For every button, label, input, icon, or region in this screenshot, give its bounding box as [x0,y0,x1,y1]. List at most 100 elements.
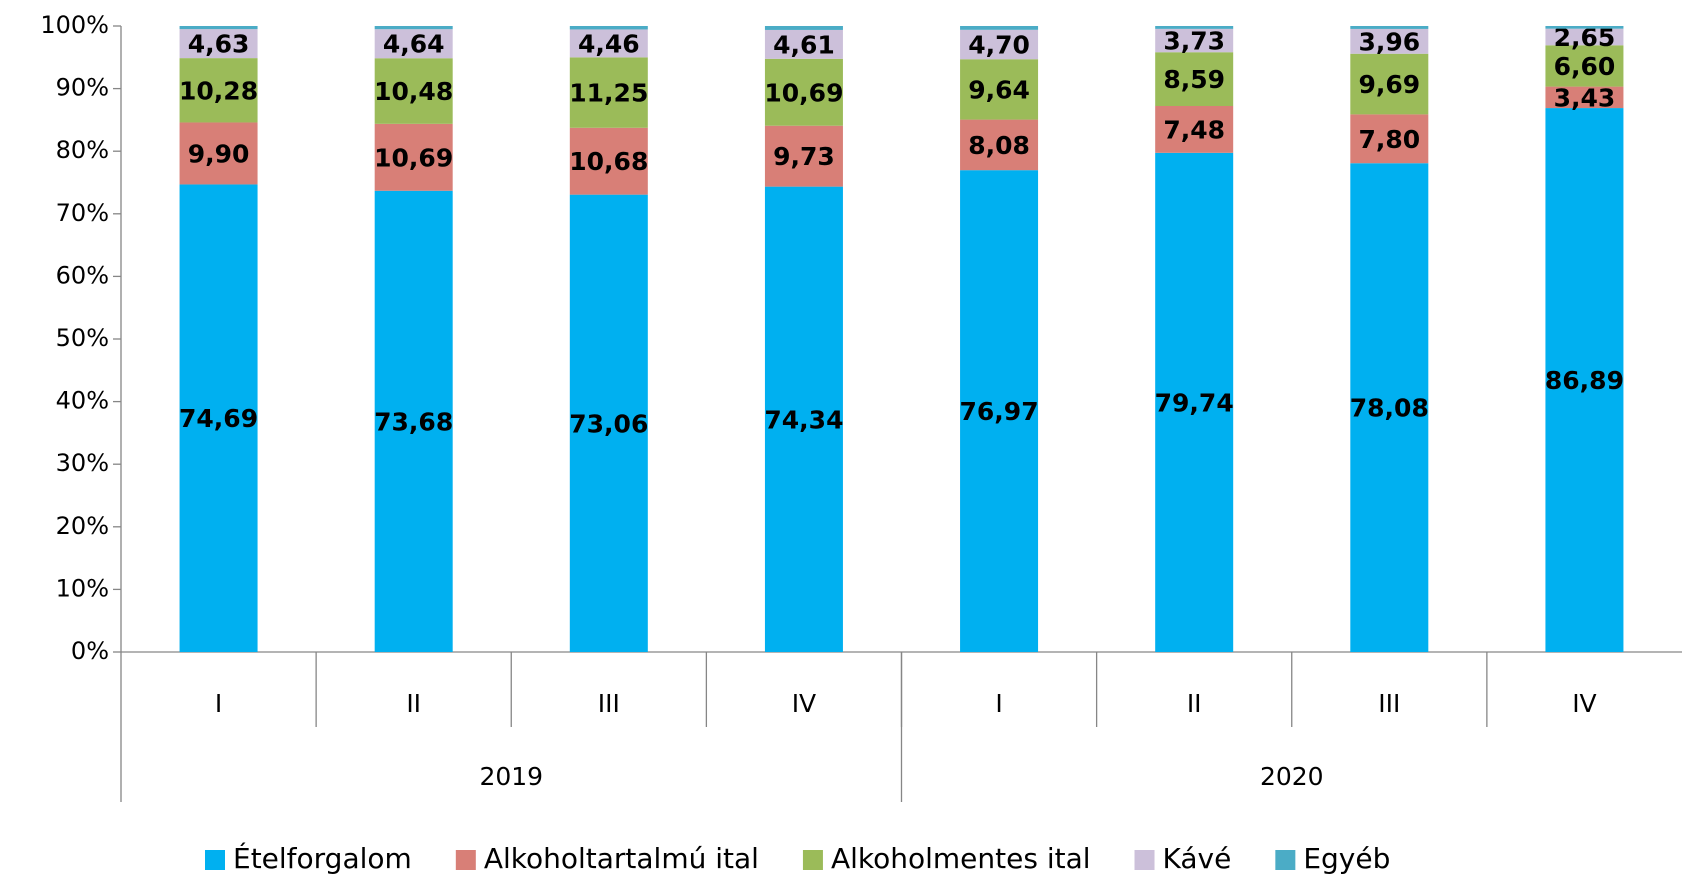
bar-segment [1545,86,1624,109]
data-label: 73,06 [569,409,648,438]
data-label: 8,08 [968,131,1030,160]
y-tick-label: 0% [71,637,109,665]
data-label: 11,25 [569,79,648,108]
bar-segment [374,29,453,59]
data-label: 3,73 [1163,27,1225,56]
bar-segment [179,58,258,123]
legend-label: Egyéb [1303,842,1390,875]
bar-segment [960,29,1039,60]
bar-segment [179,122,258,185]
x-tick-label: IV [1572,689,1596,718]
bar-segment [1350,28,1429,54]
legend-swatch [1275,850,1296,870]
bar-segment [764,26,843,30]
data-label: 4,46 [578,29,640,58]
data-label: 10,48 [374,77,453,106]
bar-segment [179,26,258,30]
bar-segment [1155,52,1234,107]
bar-segment [764,186,843,653]
bar-segment [764,58,843,126]
data-label: 4,61 [773,30,835,59]
bar-segment [764,125,843,187]
y-tick-label: 80% [56,136,109,164]
x-tick-label: III [598,689,620,718]
data-label: 79,74 [1155,388,1234,417]
data-label: 74,34 [764,405,843,434]
bar-segment [1350,26,1429,29]
bar-segment [1545,26,1624,29]
data-label: 9,69 [1358,70,1420,99]
data-label: 9,73 [773,142,835,171]
group-label: 2020 [1260,762,1324,791]
x-tick-label: I [215,689,222,718]
bar-segment [1155,26,1234,29]
data-label: 10,69 [374,143,453,172]
data-label: 4,63 [188,30,250,59]
legend-label: Kávé [1163,842,1232,875]
legend-swatch [205,850,225,870]
data-label: 3,96 [1358,27,1420,56]
y-tick-label: 30% [56,449,109,477]
bar-segment [1155,28,1234,53]
data-label: 10,69 [764,78,843,107]
data-label: 9,90 [188,139,250,168]
legend-swatch [455,850,476,870]
y-tick-label: 40% [56,387,109,415]
group-label: 2019 [479,762,543,791]
bar-segment [1350,53,1429,115]
x-tick-label: II [406,689,421,718]
y-tick-label: 50% [56,324,109,352]
y-tick-label: 100% [40,11,109,39]
bar-segment [569,26,648,30]
data-label: 76,97 [960,397,1039,426]
bar-segment [569,127,648,195]
data-label: 8,59 [1163,65,1225,94]
data-label: 78,08 [1350,394,1429,423]
y-tick-label: 10% [56,574,109,602]
data-label: 73,68 [374,407,453,436]
data-label: 7,80 [1358,125,1420,154]
data-label: 86,89 [1545,366,1624,395]
bar-segment [960,119,1039,171]
bar-segment [569,29,648,58]
bar-segment [1155,106,1234,153]
bar-segment [374,58,453,124]
x-tick-label: IV [792,689,816,718]
bar-segment [1545,45,1624,87]
y-tick-label: 70% [56,199,109,227]
bar-segment [764,29,843,59]
bar-segment [374,190,453,653]
data-label: 10,68 [569,147,648,176]
y-tick-label: 20% [56,512,109,540]
legend-label: Ételforgalom [233,841,412,875]
data-label: 10,28 [179,76,258,105]
legend-label: Alkoholtartalmú ital [484,842,759,875]
bar-segment [1350,114,1429,164]
x-tick-label: I [995,689,1002,718]
bar-segment [1545,28,1624,46]
bar-segment [179,184,258,652]
bar-segment [569,194,648,652]
data-label: 4,70 [968,31,1030,60]
y-tick-label: 90% [56,74,109,102]
x-tick-label: II [1187,689,1202,718]
bar-segment [960,26,1039,30]
data-label: 6,60 [1554,52,1616,81]
data-label: 74,69 [179,404,258,433]
data-label: 9,64 [968,75,1030,104]
bar-segment [569,57,648,128]
y-tick-label: 60% [56,261,109,289]
bar-segment [960,170,1039,653]
bar-segment [374,26,453,30]
bar-segment [960,59,1039,120]
data-label: 3,43 [1554,83,1616,112]
bar-segment [1155,152,1234,652]
legend-label: Alkoholmentes ital [831,842,1091,875]
legend-swatch [802,850,823,870]
data-label: 4,64 [383,30,445,59]
bar-segment [374,123,453,191]
data-label: 7,48 [1163,115,1225,144]
bar-segment [1545,108,1624,652]
x-tick-label: III [1378,689,1400,718]
